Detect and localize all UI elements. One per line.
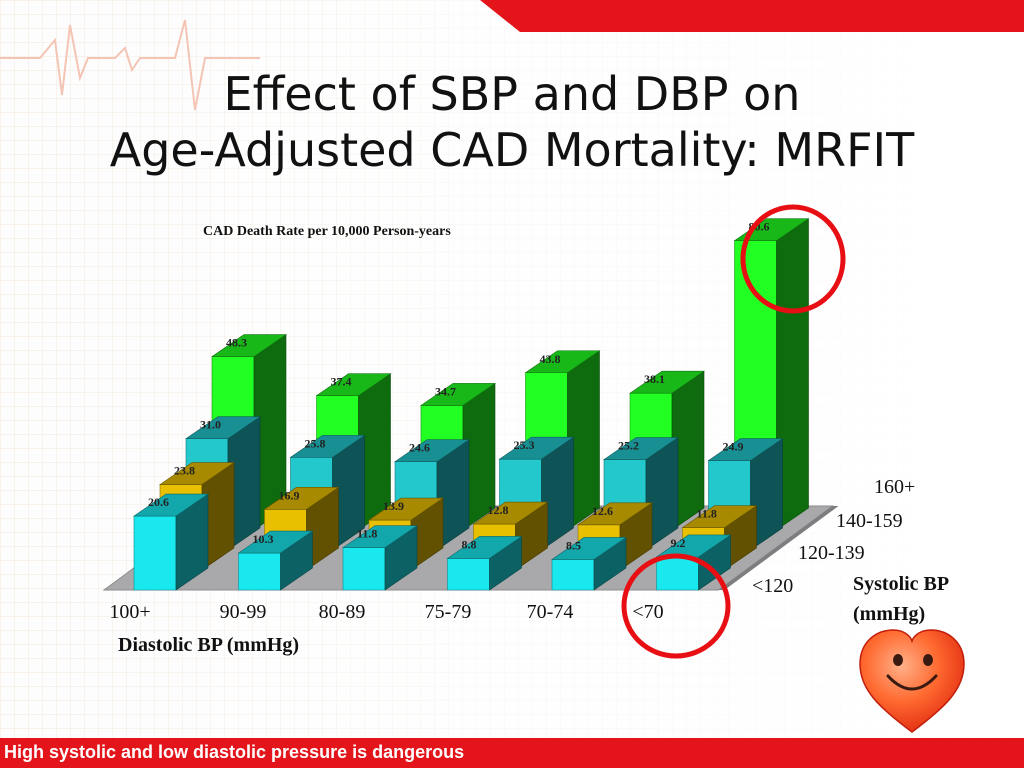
x-tick-label: 80-89	[319, 601, 366, 623]
bar-value-label: 16.9	[279, 488, 300, 502]
bar-value-label: 48.3	[226, 336, 247, 350]
top-red-band	[480, 0, 1024, 32]
bar-top-face	[211, 334, 287, 357]
bar-top-face	[159, 462, 235, 485]
bar-value-label: 12.6	[592, 504, 613, 518]
bar-value-label: 24.6	[409, 441, 430, 455]
bar-front-face	[447, 558, 490, 591]
bar-<120-70-74: 8.5	[551, 536, 627, 591]
bar-<120-<70: 9.2	[655, 534, 732, 591]
depth-tick-label: 140-159	[836, 510, 903, 532]
x-tick-label: 70-74	[527, 601, 574, 623]
bar-top-face	[289, 435, 366, 458]
bar-<120-100+: 20.6	[133, 493, 209, 591]
bar-<120-75-79: 8.8	[446, 535, 523, 591]
bar-value-label: 8.5	[566, 538, 581, 552]
bar-value-label: 20.6	[148, 495, 169, 509]
highlight-circle	[740, 204, 846, 314]
bar-value-label: 24.9	[723, 440, 744, 454]
bar-top-face	[394, 439, 470, 462]
bar-front-face	[133, 515, 177, 591]
depth-tick-label: 120-139	[798, 542, 865, 564]
bar-value-label: 43.8	[540, 352, 561, 366]
bar-top-face	[315, 373, 392, 397]
x-tick-label: 75-79	[425, 601, 472, 623]
bar-value-label: 11.8	[357, 527, 377, 541]
depth-axis-label-line-1: Systolic BP	[853, 573, 949, 595]
x-tick-label: 90-99	[220, 601, 267, 623]
heart-mascot-icon	[859, 629, 965, 733]
bar-top-face	[629, 370, 705, 394]
bar-top-face	[681, 505, 758, 528]
x-tick-label: 100+	[109, 601, 150, 623]
chart-3d-bar: 48.337.434.743.838.180.631.025.8 24.6 25.3…	[102, 204, 949, 659]
slide-title: Effect of SBP and DBP on Age-Adjusted CA…	[0, 66, 1024, 178]
chart-floor-edge	[718, 506, 839, 590]
bar-top-face	[368, 497, 444, 521]
bar-value-label: 37.4	[331, 375, 352, 389]
highlight-circle	[621, 553, 731, 659]
bar-top-face	[551, 537, 627, 560]
bar-value-label: 8.8	[462, 537, 477, 551]
bar-value-label: 13.9	[383, 499, 404, 513]
bar-top-face	[420, 383, 496, 406]
bar-value-label: 34.7	[435, 384, 456, 398]
footer-bar: High systolic and low diastolic pressure…	[0, 738, 1024, 768]
bar-value-label: 25.2	[618, 439, 639, 453]
bar-value-label: 9.2	[671, 536, 686, 550]
bar-top-face	[342, 525, 418, 548]
bar-top-face	[603, 437, 679, 460]
title-line-1: Effect of SBP and DBP on	[223, 67, 801, 121]
bar-<120-90-99: 10.3	[237, 530, 314, 591]
bar-front-face	[238, 552, 281, 591]
x-axis-label: Diastolic BP (mmHg)	[118, 634, 299, 656]
bar-value-label: 10.3	[253, 532, 274, 546]
bar-top-face	[133, 493, 209, 517]
bar-value-label: 11.8	[697, 507, 717, 521]
bar-top-face	[185, 416, 261, 440]
bar-top-face	[707, 438, 784, 461]
bar-value-label: 23.8	[174, 464, 195, 478]
depth-tick-label: 160+	[874, 476, 915, 498]
title-line-2: Age-Adjusted CAD Mortality: MRFIT	[109, 123, 915, 177]
bar-top-face	[237, 530, 314, 554]
depth-tick-label: <120	[752, 575, 793, 597]
bar-top-face	[472, 501, 549, 525]
bar-value-label: 25.8	[305, 436, 326, 450]
chart-title: CAD Death Rate per 10,000 Person-years	[203, 224, 451, 239]
bar-front-face	[342, 547, 386, 591]
bar-<120-80-89: 11.8	[342, 525, 418, 591]
bar-top-face	[446, 536, 523, 559]
ecg-trace-icon	[0, 19, 260, 111]
depth-axis-label-line-2: (mmHg)	[853, 603, 925, 625]
bar-front-face	[551, 559, 595, 591]
bar-top-face	[263, 487, 340, 510]
x-tick-label: <70	[632, 601, 663, 623]
bar-top-face	[577, 502, 653, 526]
bar-value-label: 12.8	[488, 503, 509, 517]
footer-text: High systolic and low diastolic pressure…	[4, 742, 465, 762]
bar-front-face	[656, 556, 699, 591]
bar-value-label: 31.0	[200, 418, 221, 432]
bar-value-label: 38.1	[644, 372, 665, 386]
bar-value-label: 25.3	[514, 438, 535, 452]
bar-top-face	[524, 350, 601, 374]
bar-top-face	[498, 436, 575, 460]
